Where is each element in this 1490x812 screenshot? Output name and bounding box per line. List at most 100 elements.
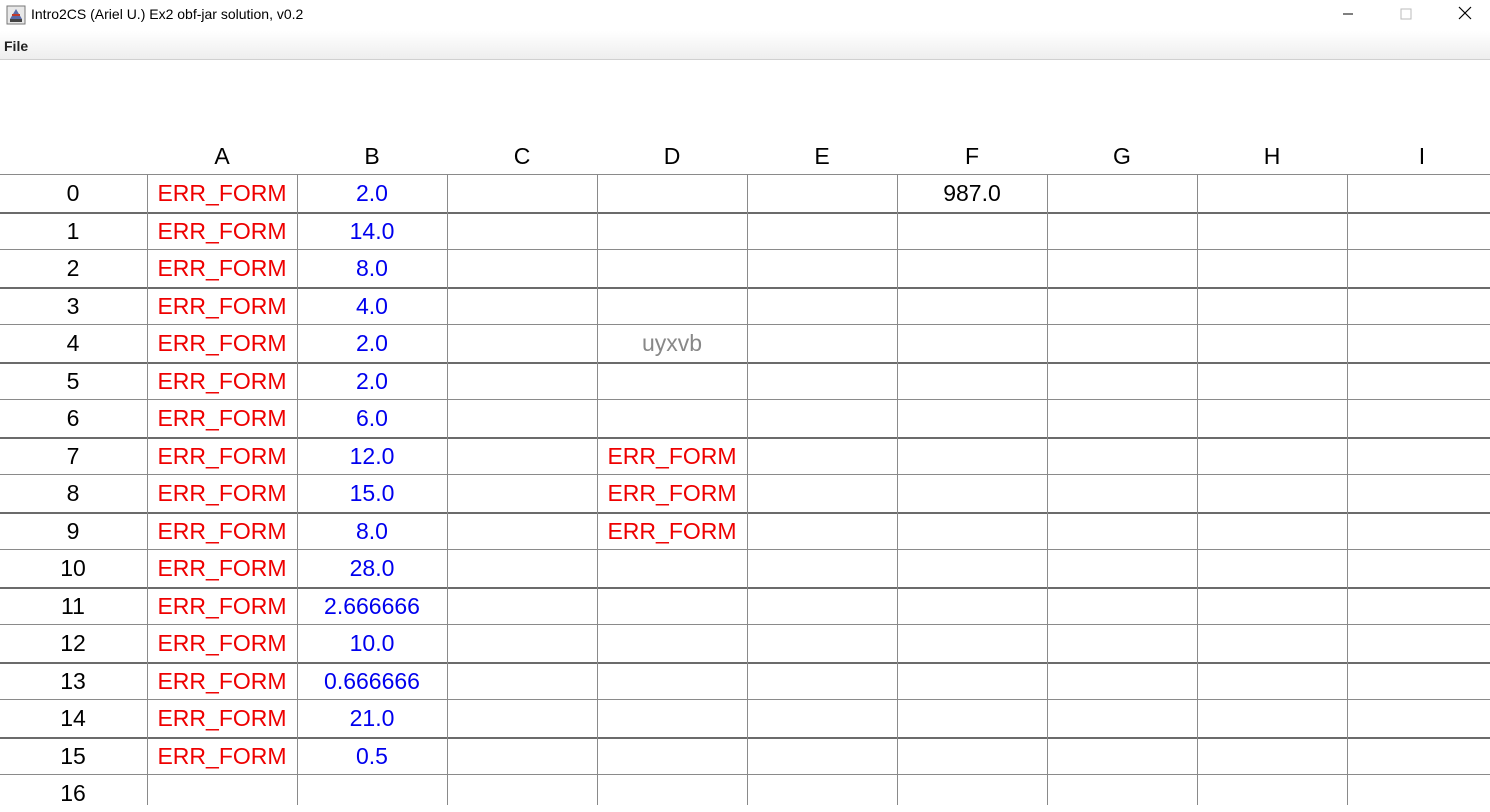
row-header-13[interactable]: 13 xyxy=(60,667,86,694)
column-header-f[interactable]: F xyxy=(964,142,980,169)
cell-a1[interactable]: ERR_FORM xyxy=(157,217,287,244)
row-header-5[interactable]: 5 xyxy=(66,367,80,394)
column-divider xyxy=(1347,174,1348,805)
cell-b11[interactable]: 2.666666 xyxy=(324,592,420,619)
column-divider xyxy=(147,174,148,805)
column-header-c[interactable]: C xyxy=(513,142,531,169)
cell-a15[interactable]: ERR_FORM xyxy=(157,742,287,769)
row-divider xyxy=(0,774,1490,775)
maximize-icon xyxy=(1400,7,1412,25)
row-divider xyxy=(0,174,1490,175)
row-header-7[interactable]: 7 xyxy=(66,442,80,469)
column-header-h[interactable]: H xyxy=(1263,142,1281,169)
column-divider xyxy=(447,174,448,805)
column-header-a[interactable]: A xyxy=(214,142,230,169)
row-divider xyxy=(0,549,1490,550)
column-divider xyxy=(1197,174,1198,805)
cell-b2[interactable]: 8.0 xyxy=(356,254,388,281)
cell-b12[interactable]: 10.0 xyxy=(349,629,395,656)
row-divider xyxy=(0,474,1490,475)
spreadsheet-canvas[interactable]: A B C D E F G H I 0 1 2 3 4 5 6 7 8 9 10 11 12 13 14 15 16 ERR_FOR… xyxy=(0,61,1490,806)
cell-a12[interactable]: ERR_FORM xyxy=(157,629,287,656)
cell-a4[interactable]: ERR_FORM xyxy=(157,329,287,356)
cell-a14[interactable]: ERR_FORM xyxy=(157,704,287,731)
row-divider xyxy=(0,399,1490,400)
cell-f0[interactable]: 987.0 xyxy=(943,179,1001,206)
row-header-2[interactable]: 2 xyxy=(66,254,80,281)
java-cup-icon xyxy=(6,5,26,25)
close-icon xyxy=(1458,6,1472,25)
row-divider xyxy=(0,362,1490,364)
cell-b5[interactable]: 2.0 xyxy=(356,367,388,394)
row-divider xyxy=(0,212,1490,214)
minimize-icon xyxy=(1342,7,1354,25)
cell-b10[interactable]: 28.0 xyxy=(349,554,395,581)
cell-b15[interactable]: 0.5 xyxy=(356,742,388,769)
cell-a5[interactable]: ERR_FORM xyxy=(157,367,287,394)
row-header-14[interactable]: 14 xyxy=(60,704,86,731)
row-divider xyxy=(0,662,1490,664)
row-header-3[interactable]: 3 xyxy=(66,292,80,319)
row-divider xyxy=(0,324,1490,325)
row-header-16[interactable]: 16 xyxy=(60,779,86,806)
minimize-button[interactable] xyxy=(1319,0,1377,31)
column-divider xyxy=(597,174,598,805)
cell-b4[interactable]: 2.0 xyxy=(356,329,388,356)
row-header-0[interactable]: 0 xyxy=(66,179,80,206)
row-header-4[interactable]: 4 xyxy=(66,329,80,356)
row-divider xyxy=(0,249,1490,250)
column-header-d[interactable]: D xyxy=(663,142,681,169)
cell-a2[interactable]: ERR_FORM xyxy=(157,254,287,281)
maximize-button[interactable] xyxy=(1377,0,1435,31)
cell-d4[interactable]: uyxvb xyxy=(641,329,703,356)
cell-a11[interactable]: ERR_FORM xyxy=(157,592,287,619)
row-header-12[interactable]: 12 xyxy=(60,629,86,656)
row-header-8[interactable]: 8 xyxy=(66,479,80,506)
column-header-b[interactable]: B xyxy=(364,142,380,169)
cell-b8[interactable]: 15.0 xyxy=(349,479,395,506)
cell-a6[interactable]: ERR_FORM xyxy=(157,404,287,431)
cell-a8[interactable]: ERR_FORM xyxy=(157,479,287,506)
column-header-e[interactable]: E xyxy=(814,142,830,169)
column-divider xyxy=(1047,174,1048,805)
cell-b7[interactable]: 12.0 xyxy=(349,442,395,469)
column-divider xyxy=(297,174,298,805)
cell-a13[interactable]: ERR_FORM xyxy=(157,667,287,694)
column-header-g[interactable]: G xyxy=(1113,142,1131,169)
row-divider xyxy=(0,699,1490,700)
row-divider xyxy=(0,587,1490,589)
row-divider xyxy=(0,287,1490,289)
column-divider xyxy=(747,174,748,805)
cell-a10[interactable]: ERR_FORM xyxy=(157,554,287,581)
cell-b9[interactable]: 8.0 xyxy=(356,517,388,544)
cell-d9[interactable]: ERR_FORM xyxy=(607,517,737,544)
cell-a3[interactable]: ERR_FORM xyxy=(157,292,287,319)
cell-a0[interactable]: ERR_FORM xyxy=(157,179,287,206)
cell-a7[interactable]: ERR_FORM xyxy=(157,442,287,469)
row-header-9[interactable]: 9 xyxy=(66,517,80,544)
cell-b1[interactable]: 14.0 xyxy=(349,217,395,244)
cell-d7[interactable]: ERR_FORM xyxy=(607,442,737,469)
row-header-11[interactable]: 11 xyxy=(61,592,85,619)
row-header-6[interactable]: 6 xyxy=(66,404,80,431)
cell-b13[interactable]: 0.666666 xyxy=(324,667,420,694)
window-title: Intro2CS (Ariel U.) Ex2 obf-jar solution… xyxy=(31,6,304,22)
cell-b6[interactable]: 6.0 xyxy=(356,404,388,431)
cell-b3[interactable]: 4.0 xyxy=(356,292,388,319)
menu-file[interactable]: File xyxy=(4,38,29,54)
cell-a9[interactable]: ERR_FORM xyxy=(157,517,287,544)
column-divider xyxy=(897,174,898,805)
row-divider xyxy=(0,512,1490,514)
row-header-15[interactable]: 15 xyxy=(60,742,86,769)
title-bar[interactable]: Intro2CS (Ariel U.) Ex2 obf-jar solution… xyxy=(0,0,1490,31)
row-header-10[interactable]: 10 xyxy=(60,554,86,581)
cell-b0[interactable]: 2.0 xyxy=(356,179,388,206)
menu-bar: File xyxy=(0,31,1490,60)
row-header-1[interactable]: 1 xyxy=(66,217,80,244)
column-header-i[interactable]: I xyxy=(1418,142,1426,169)
close-button[interactable] xyxy=(1436,0,1490,31)
cell-b14[interactable]: 21.0 xyxy=(349,704,395,731)
cell-d8[interactable]: ERR_FORM xyxy=(607,479,737,506)
row-divider xyxy=(0,437,1490,439)
row-divider xyxy=(0,624,1490,625)
